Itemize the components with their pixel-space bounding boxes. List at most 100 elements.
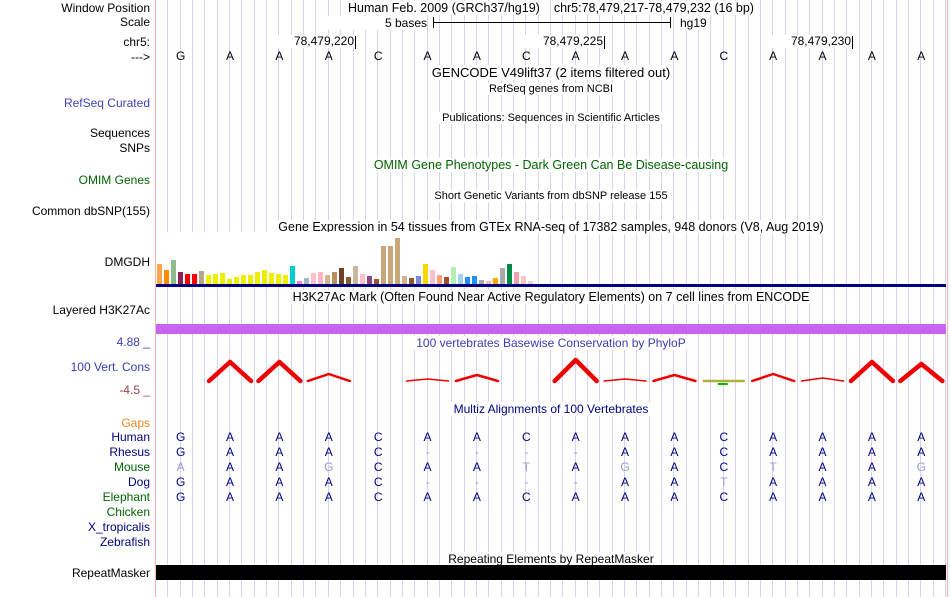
gtex-bar[interactable] — [276, 274, 281, 284]
multiz-base[interactable]: A — [571, 490, 580, 504]
multiz-base[interactable]: A — [275, 475, 284, 489]
multiz-base[interactable]: C — [521, 430, 531, 444]
gtex-bar[interactable] — [402, 276, 407, 284]
gtex-bar[interactable] — [374, 279, 379, 284]
gtex-bar[interactable] — [325, 275, 330, 284]
sequence-base[interactable]: A — [818, 49, 827, 63]
sequence-base[interactable]: A — [670, 49, 679, 63]
multiz-base[interactable]: - — [524, 475, 529, 489]
gtex-bar[interactable] — [318, 272, 323, 284]
multiz-base[interactable]: G — [324, 460, 334, 474]
multiz-base[interactable]: A — [867, 445, 876, 459]
gtex-bar[interactable] — [360, 274, 365, 284]
multiz-base[interactable]: A — [917, 445, 926, 459]
multiz-base[interactable]: A — [670, 445, 679, 459]
repeatmasker-element-bar[interactable] — [156, 565, 946, 580]
sequence-base[interactable]: A — [472, 49, 481, 63]
multiz-base[interactable]: A — [769, 445, 778, 459]
multiz-base[interactable]: G — [176, 445, 186, 459]
multiz-base[interactable]: A — [324, 445, 333, 459]
gtex-bar[interactable] — [507, 264, 512, 284]
multiz-base[interactable]: C — [719, 430, 729, 444]
common-dbsnp-label[interactable]: Common dbSNP(155) — [31, 204, 150, 218]
layered-h3k27ac-label[interactable]: Layered H3K27Ac — [52, 303, 150, 317]
gtex-bar[interactable] — [409, 278, 414, 284]
multiz-species-label-zebrafish[interactable]: Zebrafish — [99, 535, 150, 549]
gtex-bar[interactable] — [465, 277, 470, 284]
multiz-base[interactable]: A — [818, 445, 827, 459]
gtex-bar[interactable] — [192, 274, 197, 284]
sequences-label[interactable]: Sequences — [89, 126, 150, 140]
gtex-bar[interactable] — [388, 246, 393, 284]
multiz-base[interactable]: C — [373, 490, 383, 504]
gtex-bar[interactable] — [416, 276, 421, 284]
multiz-base[interactable]: A — [226, 445, 235, 459]
multiz-base[interactable]: A — [621, 430, 630, 444]
sequence-base[interactable]: C — [719, 49, 729, 63]
multiz-species-label-mouse[interactable]: Mouse — [113, 460, 150, 474]
gtex-bar[interactable] — [493, 278, 498, 284]
repeatmasker-label[interactable]: RepeatMasker — [71, 566, 150, 580]
multiz-base[interactable]: A — [670, 460, 679, 474]
multiz-base[interactable]: A — [917, 490, 926, 504]
multiz-base[interactable]: A — [818, 475, 827, 489]
multiz-species-label-rhesus[interactable]: Rhesus — [109, 445, 150, 459]
multiz-base[interactable]: A — [621, 475, 630, 489]
gtex-bar[interactable] — [367, 276, 372, 284]
omim-genes-label[interactable]: OMIM Genes — [78, 173, 150, 187]
multiz-base[interactable]: - — [425, 475, 430, 489]
gtex-bar[interactable] — [528, 281, 533, 284]
gtex-bar[interactable] — [395, 238, 400, 284]
multiz-base[interactable]: A — [226, 490, 235, 504]
multiz-base[interactable]: A — [472, 430, 481, 444]
gtex-bar[interactable] — [514, 272, 519, 284]
gtex-bar[interactable] — [339, 268, 344, 284]
multiz-base[interactable]: A — [867, 475, 876, 489]
gtex-bar[interactable] — [220, 273, 225, 284]
multiz-base[interactable]: C — [719, 445, 729, 459]
gtex-bar[interactable] — [269, 273, 274, 284]
multiz-base[interactable]: A — [275, 430, 284, 444]
gtex-bar[interactable] — [171, 260, 176, 284]
multiz-base[interactable]: G — [916, 460, 926, 474]
gtex-bar[interactable] — [479, 280, 484, 284]
sequence-base[interactable]: A — [226, 49, 235, 63]
gtex-bar[interactable] — [206, 275, 211, 284]
multiz-species-label-dog[interactable]: Dog — [127, 475, 150, 489]
sequence-base[interactable]: A — [769, 49, 778, 63]
multiz-base[interactable]: - — [474, 475, 479, 489]
multiz-base[interactable]: A — [621, 490, 630, 504]
sequence-base[interactable]: A — [917, 49, 926, 63]
multiz-base[interactable]: A — [324, 490, 333, 504]
multiz-base[interactable]: - — [573, 475, 578, 489]
multiz-base[interactable]: - — [524, 445, 529, 459]
gtex-bar[interactable] — [458, 274, 463, 284]
multiz-base[interactable]: A — [472, 490, 481, 504]
gtex-bar[interactable] — [472, 276, 477, 284]
gtex-bar[interactable] — [199, 271, 204, 284]
multiz-base[interactable]: A — [423, 430, 432, 444]
gtex-bar[interactable] — [430, 270, 435, 284]
sequence-base[interactable]: A — [867, 49, 876, 63]
multiz-base[interactable]: A — [275, 460, 284, 474]
gtex-bar[interactable] — [290, 266, 295, 284]
multiz-base[interactable]: A — [917, 430, 926, 444]
gtex-bar[interactable] — [486, 281, 491, 284]
gtex-bar[interactable] — [234, 277, 239, 284]
multiz-base[interactable]: G — [620, 460, 630, 474]
multiz-base[interactable]: - — [425, 445, 430, 459]
multiz-species-label-human[interactable]: Human — [111, 430, 150, 444]
multiz-base[interactable]: A — [423, 490, 432, 504]
multiz-base[interactable]: A — [769, 490, 778, 504]
sequence-base[interactable]: C — [373, 49, 383, 63]
multiz-base[interactable]: A — [867, 490, 876, 504]
multiz-base[interactable]: A — [324, 475, 333, 489]
multiz-base[interactable]: C — [373, 460, 383, 474]
refseq-curated-label[interactable]: RefSeq Curated — [63, 96, 150, 110]
multiz-species-label-elephant[interactable]: Elephant — [102, 490, 150, 504]
multiz-base[interactable]: G — [176, 430, 186, 444]
h3k27ac-signal-bar[interactable] — [156, 324, 946, 334]
gtex-bar[interactable] — [332, 272, 337, 284]
multiz-base[interactable]: C — [719, 490, 729, 504]
gtex-gene-label[interactable]: DMGDH — [104, 255, 150, 269]
